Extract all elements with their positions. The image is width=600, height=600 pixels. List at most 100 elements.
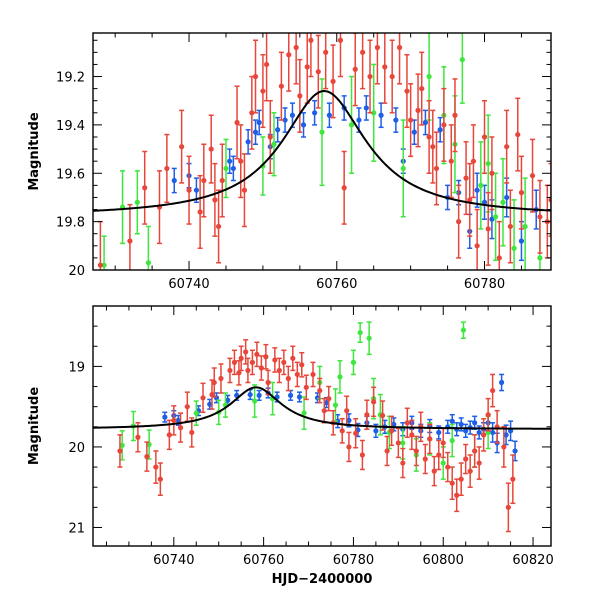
series-1: [101, 33, 543, 270]
data-point: [212, 162, 218, 237]
data-point: [388, 415, 395, 447]
data-point: [276, 357, 282, 384]
data-point: [467, 162, 473, 237]
data-point: [472, 415, 478, 430]
data-point: [223, 138, 229, 199]
x-tick-label: 60780: [333, 553, 374, 568]
data-point: [433, 131, 440, 206]
data-point: [467, 454, 473, 488]
data-point: [156, 170, 163, 245]
y-tick-label: 20: [68, 264, 85, 279]
data-point: [364, 399, 370, 430]
data-point: [380, 400, 386, 431]
data-point: [459, 33, 465, 104]
data-point: [145, 225, 152, 270]
data-point: [400, 119, 406, 218]
data-point: [470, 124, 477, 199]
data-point: [117, 434, 123, 468]
data-point: [371, 63, 377, 162]
data-point: [287, 389, 294, 401]
data-point: [458, 462, 464, 497]
data-point: [323, 33, 329, 90]
y-tick-label: 20: [68, 441, 85, 456]
data-point: [278, 51, 284, 121]
data-point: [272, 347, 278, 373]
data-point: [522, 177, 528, 270]
data-point: [184, 391, 190, 422]
data-point: [245, 128, 251, 155]
data-point: [427, 423, 433, 455]
data-point: [504, 177, 510, 218]
data-point: [360, 33, 366, 90]
data-point: [411, 119, 417, 145]
data-point: [490, 422, 496, 443]
data-point: [440, 427, 446, 459]
data-point: [507, 189, 513, 264]
data-point: [177, 412, 184, 443]
data-point: [238, 124, 244, 199]
data-point: [529, 138, 536, 213]
data-point: [463, 423, 469, 439]
data-point: [474, 208, 480, 270]
data-point: [282, 107, 288, 133]
data-point: [281, 349, 287, 376]
data-point: [478, 141, 484, 230]
data-point: [404, 407, 410, 439]
data-point: [419, 51, 425, 126]
data-point: [171, 167, 177, 194]
data-point: [326, 385, 332, 412]
data-point: [315, 34, 321, 109]
model-curve: [93, 90, 551, 212]
data-point: [374, 33, 381, 85]
data-point: [208, 114, 214, 184]
data-point: [294, 361, 300, 388]
data-point: [393, 107, 399, 133]
x-tick-label: 60740: [168, 277, 209, 292]
data-point: [193, 400, 199, 426]
x-tick-label: 60780: [464, 277, 505, 292]
data-point: [409, 419, 415, 451]
data-point: [363, 95, 369, 121]
data-point: [515, 97, 521, 172]
data-point: [485, 397, 491, 432]
data-point: [219, 143, 225, 218]
data-point: [460, 321, 467, 339]
data-point: [267, 99, 273, 175]
data-point: [326, 102, 332, 129]
data-point: [236, 360, 242, 386]
y-tick-label: 19.6: [56, 167, 85, 182]
x-tick-label: 60800: [423, 553, 464, 568]
data-point: [454, 478, 460, 513]
data-point: [97, 220, 103, 270]
data-point: [437, 116, 443, 143]
data-point: [504, 109, 510, 184]
data-point: [496, 220, 502, 270]
data-point: [494, 409, 500, 444]
y-axis-label: Magnitude: [27, 387, 42, 466]
series-1: [119, 321, 491, 480]
data-point: [197, 174, 203, 249]
data-point: [463, 443, 469, 475]
data-point: [275, 116, 281, 143]
y-tick-label: 19.4: [56, 119, 85, 134]
data-point: [249, 349, 256, 376]
data-point: [135, 422, 141, 453]
top-panel: 60740 60760 60780 19.2 19.4 19.6 19.8 20 Magnitu…: [27, 32, 552, 292]
data-point: [119, 170, 126, 245]
data-point: [337, 360, 343, 394]
data-point: [171, 405, 177, 436]
y-tick-label: 19.8: [56, 216, 85, 231]
data-point: [366, 321, 372, 356]
data-point: [481, 418, 487, 452]
x-axis-label: HJD−2400000: [272, 572, 373, 587]
data-point: [463, 141, 469, 216]
data-point: [356, 107, 362, 133]
data-point: [274, 391, 280, 403]
data-point: [337, 33, 344, 78]
data-point: [317, 377, 323, 404]
data-point: [286, 33, 292, 92]
data-point: [330, 44, 336, 119]
x-tick-label: 60740: [153, 553, 194, 568]
data-point: [299, 351, 305, 378]
